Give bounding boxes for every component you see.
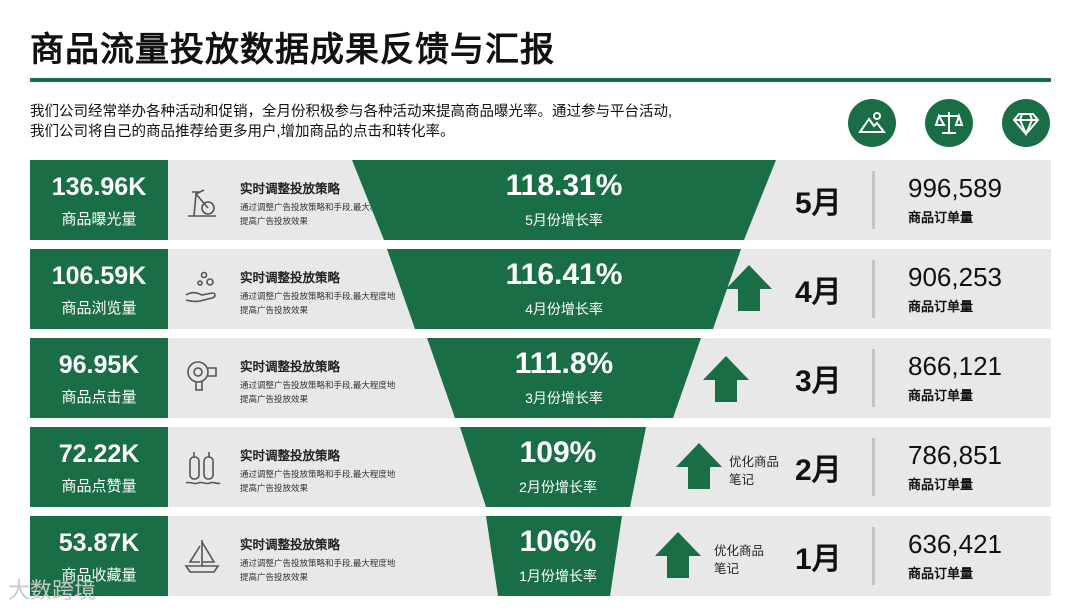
orders-value: 866,121 xyxy=(908,351,1002,381)
divider xyxy=(872,527,875,585)
metric-value: 106.59K xyxy=(51,262,147,290)
orders-label: 商品订单量 xyxy=(908,388,974,403)
orders-value: 786,851 xyxy=(908,440,1002,470)
optimization-note: 优化商品笔记 xyxy=(714,544,765,576)
balance-scale-icon xyxy=(925,99,973,147)
growth-rate-value: 116.41% xyxy=(505,258,623,291)
funnel-segment xyxy=(486,516,622,596)
growth-rate-label: 2月份增长率 xyxy=(519,479,597,495)
metric-label: 商品点赞量 xyxy=(61,478,137,495)
hairdryer-icon xyxy=(187,361,217,391)
strategy-title: 实时调整投放策略 xyxy=(240,538,341,552)
metric-value: 53.87K xyxy=(58,529,140,557)
month-label: 2月 xyxy=(795,454,842,487)
strategy-description: 通过调整广告投放策略和手段,最大程度地提高广告投放效果 xyxy=(240,558,396,582)
optimization-note: 优化商品笔记 xyxy=(729,455,780,487)
hand-bubbles-icon xyxy=(185,271,216,303)
strategy-title: 实时调整投放策略 xyxy=(240,271,341,285)
metric-value: 72.22K xyxy=(58,440,140,468)
funnel-segment xyxy=(352,160,776,240)
up-arrow-icon xyxy=(676,443,722,489)
exercise-bike-icon xyxy=(188,189,216,217)
up-arrow-icon xyxy=(703,356,749,402)
diamond-icon xyxy=(1002,99,1050,147)
divider xyxy=(872,349,875,407)
orders-value: 636,421 xyxy=(908,529,1002,559)
metric-label: 商品点击量 xyxy=(61,389,137,406)
month-label: 1月 xyxy=(795,543,842,576)
growth-rate-label: 4月份增长率 xyxy=(525,301,603,317)
growth-rate-label: 5月份增长率 xyxy=(525,212,603,228)
strategy-description: 通过调整广告投放策略和手段,最大程度地提高广告投放效果 xyxy=(240,291,396,315)
metric-block: 53.87K 商品收藏量 xyxy=(30,516,168,596)
funnel-segment xyxy=(427,338,701,418)
row-april: 106.59K 商品浏览量 实时调整投放策略 通过调整广告投放策略和手段,最大程… xyxy=(30,249,1051,329)
page-title: 商品流量投放数据成果反馈与汇报 xyxy=(30,31,555,69)
oxygen-tanks-icon xyxy=(185,452,221,485)
metric-value: 96.95K xyxy=(58,351,140,379)
strategy-description: 通过调整广告投放策略和手段,最大程度地提高广告投放效果 xyxy=(240,202,396,226)
divider xyxy=(872,171,875,229)
orders-value: 906,253 xyxy=(908,262,1002,292)
watermark: 大数跨境 xyxy=(8,578,97,603)
growth-rate-value: 109% xyxy=(519,436,597,469)
growth-rate-value: 111.8% xyxy=(514,347,614,380)
growth-rate-value: 118.31% xyxy=(505,169,623,202)
orders-label: 商品订单量 xyxy=(908,566,974,581)
row-may: 136.96K 商品曝光量 实时调整投放策略 通过调整广告投放策略和手段,最大程… xyxy=(30,160,1051,240)
sailboat-icon xyxy=(184,540,220,573)
funnel-segment xyxy=(387,249,741,329)
orders-label: 商品订单量 xyxy=(908,210,974,225)
row-january: 53.87K 商品收藏量 实时调整投放策略 通过调整广告投放策略和手段,最大程度… xyxy=(30,516,1051,596)
metric-block: 106.59K 商品浏览量 xyxy=(30,249,168,329)
month-label: 5月 xyxy=(795,187,842,220)
row-february: 72.22K 商品点赞量 实时调整投放策略 通过调整广告投放策略和手段,最大程度… xyxy=(30,427,1051,507)
row-march: 96.95K 商品点击量 实时调整投放策略 通过调整广告投放策略和手段,最大程度… xyxy=(30,338,1051,418)
growth-rate-label: 1月份增长率 xyxy=(519,568,597,584)
metric-block: 96.95K 商品点击量 xyxy=(30,338,168,418)
month-label: 3月 xyxy=(795,365,842,398)
metric-label: 商品浏览量 xyxy=(61,300,137,317)
growth-rate-value: 106% xyxy=(519,525,597,558)
metric-label: 商品收藏量 xyxy=(61,567,137,584)
metric-block: 72.22K 商品点赞量 xyxy=(30,427,168,507)
strategy-title: 实时调整投放策略 xyxy=(240,449,341,463)
strategy-title: 实时调整投放策略 xyxy=(240,182,341,196)
orders-label: 商品订单量 xyxy=(908,299,974,314)
up-arrow-icon xyxy=(726,265,772,311)
metric-label: 商品曝光量 xyxy=(61,211,137,228)
metric-block: 136.96K 商品曝光量 xyxy=(30,160,168,240)
strategy-description: 通过调整广告投放策略和手段,最大程度地提高广告投放效果 xyxy=(240,380,396,404)
up-arrow-icon xyxy=(655,532,701,578)
month-label: 4月 xyxy=(795,276,842,309)
divider xyxy=(872,260,875,318)
divider xyxy=(872,438,875,496)
title-divider xyxy=(30,78,1051,82)
orders-label: 商品订单量 xyxy=(908,477,974,492)
growth-rate-label: 3月份增长率 xyxy=(525,390,603,406)
orders-value: 996,589 xyxy=(908,173,1002,203)
mountain-image-icon xyxy=(848,99,896,147)
metric-value: 136.96K xyxy=(51,173,147,201)
strategy-description: 通过调整广告投放策略和手段,最大程度地提高广告投放效果 xyxy=(240,469,396,493)
funnel-segment xyxy=(460,427,646,507)
strategy-title: 实时调整投放策略 xyxy=(240,360,341,374)
intro-description: 我们公司经常举办各种活动和促销，全月份积极参与各种活动来提高商品曝光率。通过参与… xyxy=(30,104,673,140)
